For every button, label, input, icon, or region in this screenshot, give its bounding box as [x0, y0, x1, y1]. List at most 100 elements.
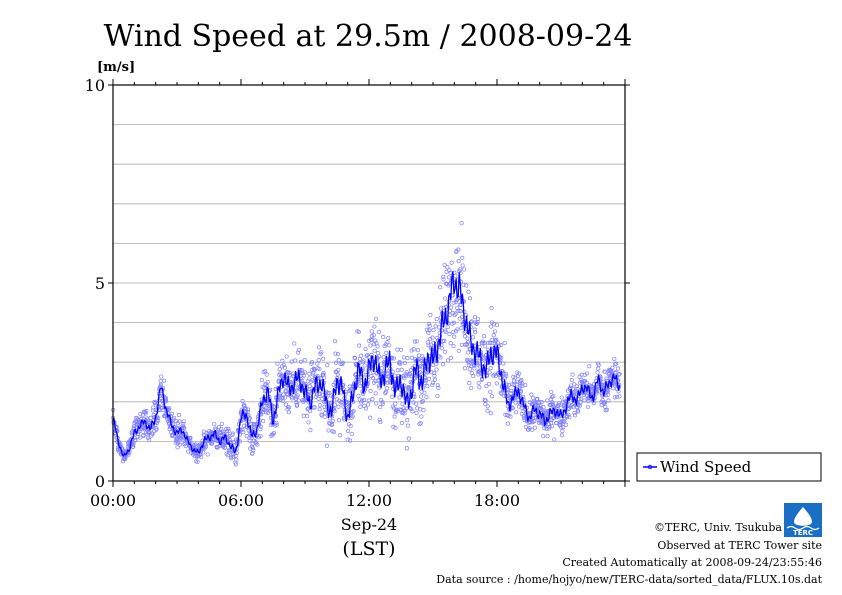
scatter-point	[261, 419, 266, 424]
scatter-point	[410, 409, 415, 414]
scatter-point	[524, 405, 530, 410]
scatter-point	[399, 421, 405, 426]
scatter-point	[188, 435, 193, 440]
x-tick-label: 12:00	[346, 491, 392, 510]
scatter-point	[409, 355, 414, 360]
scatter-point	[350, 414, 355, 419]
scatter-point	[485, 404, 490, 409]
scatter-point	[462, 267, 467, 272]
timezone-label: (LST)	[342, 538, 395, 560]
scatter-point	[155, 418, 160, 423]
scatter-point	[434, 367, 439, 372]
scatter-point	[438, 355, 443, 360]
scatter-point	[476, 369, 481, 374]
scatter-point	[205, 452, 210, 457]
scatter-point	[361, 358, 366, 363]
scatter-point	[359, 353, 364, 358]
scatter-point	[289, 396, 295, 401]
scatter-point	[545, 398, 550, 403]
scatter-point	[539, 400, 544, 405]
scatter-point	[414, 410, 419, 416]
scatter-point	[397, 395, 402, 400]
scatter-point	[430, 335, 435, 340]
scatter-point	[405, 423, 410, 428]
scatter-point	[442, 349, 447, 354]
scatter-point	[453, 311, 458, 316]
scatter-point	[172, 415, 177, 421]
scatter-point	[567, 415, 572, 420]
scatter-point	[551, 394, 556, 399]
scatter-point	[375, 344, 380, 349]
scatter-point	[545, 434, 550, 439]
scatter-point	[440, 338, 445, 343]
scatter-point	[439, 346, 444, 351]
scatter-point	[264, 410, 269, 415]
scatter-point	[447, 268, 452, 273]
scatter-point	[541, 434, 546, 439]
scatter-point	[572, 382, 577, 387]
scatter-point	[298, 376, 303, 381]
scatter-point	[550, 400, 555, 405]
scatter-point	[617, 394, 622, 399]
scatter-point	[466, 350, 471, 355]
scatter-point	[595, 370, 600, 375]
scatter-point	[427, 323, 432, 328]
scatter-point	[613, 371, 618, 376]
y-axis-ticks: 0 5 10	[85, 76, 630, 491]
legend-label: Wind Speed	[660, 458, 752, 476]
scatter-point	[476, 380, 481, 385]
scatter-point	[345, 437, 350, 442]
scatter-point	[224, 426, 229, 431]
scatter-point	[230, 431, 235, 436]
scatter-point	[240, 427, 245, 432]
scatter-point	[219, 421, 224, 426]
wind-speed-line	[112, 271, 621, 457]
scatter-point	[147, 437, 152, 442]
scatter-point	[440, 362, 446, 367]
scatter-point	[373, 391, 378, 396]
scatter-point	[349, 431, 354, 437]
scatter-point	[579, 372, 584, 377]
scatter-point	[499, 391, 504, 396]
scatter-point	[482, 357, 487, 362]
scatter-point	[138, 435, 143, 440]
scatter-point	[612, 383, 618, 388]
scatter-point	[572, 413, 578, 418]
scatter-point	[484, 384, 489, 389]
wind-speed-samples	[110, 221, 622, 467]
scatter-point	[335, 372, 340, 377]
scatter-point	[246, 407, 251, 412]
scatter-point	[268, 415, 274, 420]
scatter-point	[466, 363, 471, 368]
scatter-point	[378, 371, 383, 376]
scatter-point	[303, 370, 308, 375]
scatter-point	[451, 320, 456, 325]
scatter-point	[431, 328, 436, 333]
scatter-point	[372, 342, 377, 347]
scatter-point	[374, 401, 379, 406]
scatter-point	[332, 409, 337, 414]
scatter-point	[612, 356, 617, 361]
scatter-point	[441, 274, 446, 279]
scatter-point	[465, 336, 470, 341]
scatter-point	[263, 369, 268, 374]
scatter-point	[572, 411, 577, 416]
scatter-point	[307, 384, 312, 389]
scatter-point	[596, 366, 601, 371]
scatter-point	[366, 377, 371, 382]
scatter-point	[511, 374, 516, 379]
scatter-point	[234, 457, 239, 462]
scatter-point	[368, 343, 373, 348]
scatter-point	[181, 419, 186, 424]
scatter-point	[461, 282, 466, 287]
scatter-point	[352, 356, 358, 361]
scatter-point	[414, 339, 419, 344]
scatter-point	[281, 392, 286, 397]
scatter-point	[451, 329, 456, 334]
scatter-point	[489, 394, 494, 399]
scatter-point	[137, 429, 143, 434]
scatter-point	[472, 327, 477, 332]
scatter-point	[316, 396, 321, 401]
scatter-point	[432, 371, 437, 376]
scatter-point	[445, 324, 450, 330]
